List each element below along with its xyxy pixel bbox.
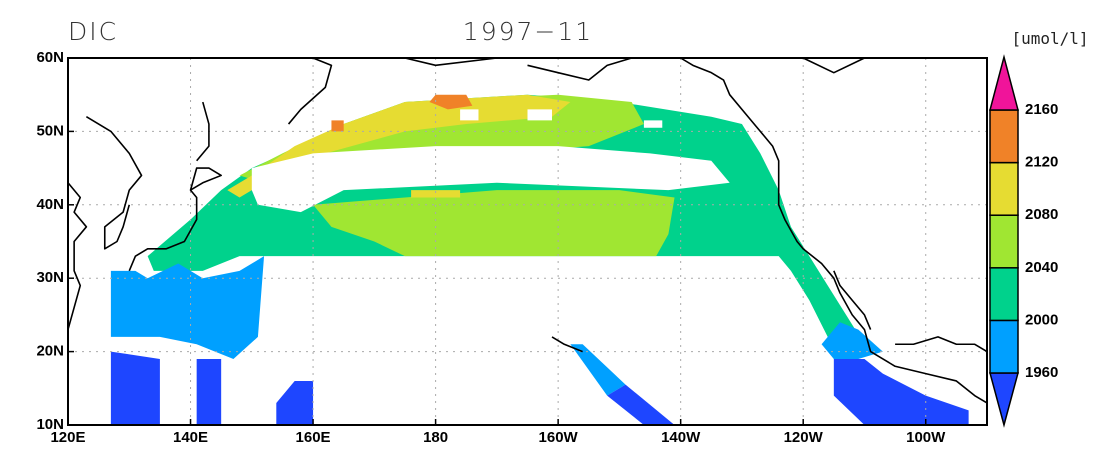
colorbar: 1960 2000 2040 2080 2120 2160 (989, 54, 1058, 428)
y-tick-label: 40N (36, 196, 64, 213)
contour-region (196, 358, 222, 425)
x-tick-label: 160W (539, 429, 579, 446)
colorbar-label: 2000 (1025, 311, 1058, 328)
units: [umol/l] (1011, 29, 1088, 48)
coastline (287, 57, 333, 125)
coastline (404, 57, 497, 67)
contour-region (110, 256, 265, 359)
map-frame (67, 57, 988, 426)
colorbar-label: 2080 (1025, 206, 1058, 223)
colorbar-segment (989, 214, 1019, 269)
contour-region (821, 322, 883, 359)
contour-region (331, 120, 344, 132)
x-tick-label: 140W (661, 429, 701, 446)
y-tick-label: 10N (36, 416, 64, 433)
colorbar-label: 2040 (1025, 259, 1058, 276)
coastline (527, 57, 632, 81)
no-data-area (527, 109, 553, 121)
contour-fills (110, 94, 969, 425)
coastline (833, 270, 872, 330)
colorbar-segment (989, 319, 1019, 374)
axis-ticks: 120E 140E 160E 180 160W 140W 120W 100W 10N 20N 30N… (36, 49, 946, 446)
title-left: DIC (68, 17, 118, 46)
colorbar-label: 2120 (1025, 154, 1058, 171)
contour-region (411, 190, 461, 198)
colorbar-label: 2160 (1025, 101, 1058, 118)
colorbar-end-high (989, 54, 1019, 111)
x-tick-label: 100W (906, 429, 946, 446)
coastline (802, 57, 865, 74)
x-tick-label: 120E (50, 429, 85, 446)
x-tick-label: 160E (296, 429, 331, 446)
contour-region (833, 358, 969, 425)
contour-region (607, 384, 675, 425)
colorbar-label: 1960 (1025, 364, 1058, 381)
no-data-area (460, 109, 479, 121)
contour-region (227, 94, 571, 198)
y-tick-label: 30N (36, 269, 64, 286)
x-tick-label: 180 (423, 429, 448, 446)
contour-region (313, 190, 675, 257)
contour-region (110, 351, 160, 425)
colorbar-end-low (989, 372, 1019, 428)
contour-region (570, 344, 626, 396)
x-tick-label: 140E (173, 429, 208, 446)
y-tick-label: 20N (36, 343, 64, 360)
no-data-area (643, 120, 663, 128)
y-tick-label: 60N (36, 49, 64, 66)
y-tick-label: 50N (36, 122, 64, 139)
coastlines (67, 57, 988, 404)
coastline (196, 101, 210, 162)
colorbar-segment (989, 267, 1019, 322)
colorbar-segment (989, 109, 1019, 164)
title-center: 1997−11 (463, 17, 593, 46)
coastline (67, 182, 88, 330)
colorbar-segment (989, 161, 1019, 216)
no-data-area (251, 146, 730, 213)
contour-region (429, 94, 473, 110)
x-tick-label: 120W (784, 429, 824, 446)
coastline (128, 167, 222, 272)
coastline (895, 336, 988, 353)
contour-region (276, 380, 314, 425)
coastline (680, 57, 988, 404)
coastline (85, 116, 143, 250)
coastline (551, 336, 583, 353)
